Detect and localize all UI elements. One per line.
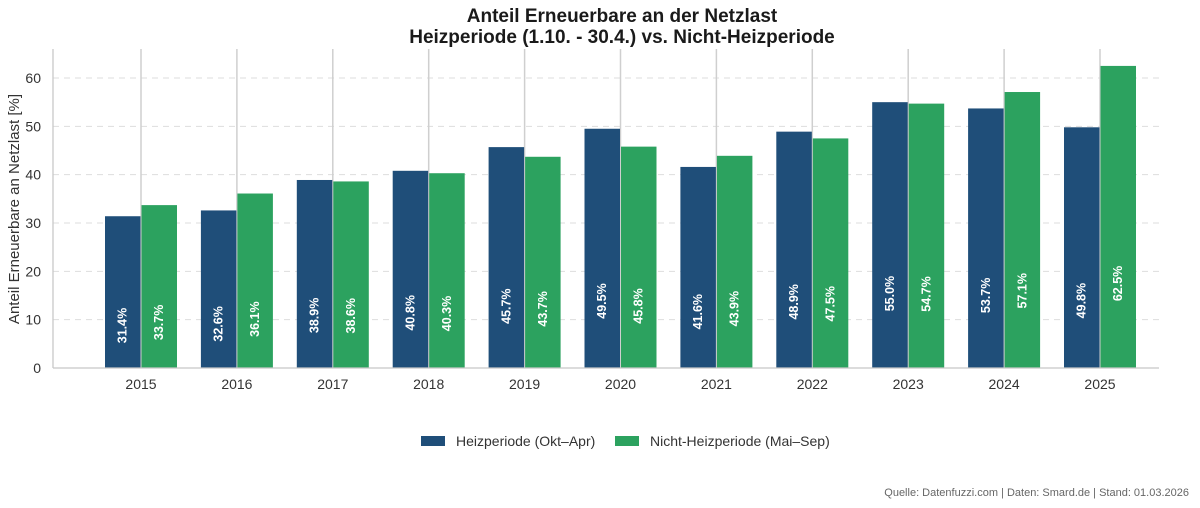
- y-tick-label: 0: [33, 360, 41, 376]
- x-tick-label: 2022: [797, 376, 828, 392]
- source-note: Quelle: Datenfuzzi.com | Daten: Smard.de…: [884, 487, 1189, 499]
- y-tick-label: 50: [25, 118, 41, 134]
- bar-heizperiode-2019: [488, 147, 525, 368]
- y-tick-label: 30: [25, 215, 41, 231]
- bar-value-label: 40.8%: [403, 295, 417, 330]
- bar-value-label: 45.7%: [499, 288, 513, 323]
- bar-value-label: 43.7%: [536, 291, 550, 326]
- bar-nicht-heizperiode-2016: [237, 193, 273, 368]
- x-tick-label: 2018: [413, 376, 444, 392]
- y-tick-label: 60: [25, 70, 41, 86]
- bar-value-label: 38.9%: [308, 298, 322, 333]
- bar-value-label: 54.7%: [919, 276, 933, 311]
- bar-value-label: 43.9%: [728, 291, 742, 326]
- bar-heizperiode-2016: [200, 210, 237, 368]
- bar-value-label: 55.0%: [883, 276, 897, 311]
- chart-title-line1: Anteil Erneuerbare an der Netzlast: [467, 6, 778, 27]
- x-tick-label: 2024: [989, 376, 1020, 392]
- bar-value-label: 41.6%: [691, 294, 705, 329]
- bars: 31.4% 33.7% 32.6% 36.1% 38.9% 38.6% 40.8% 40.3%…: [105, 65, 1136, 369]
- bar-value-label: 32.6%: [212, 306, 226, 341]
- bar-nicht-heizperiode-2019: [525, 156, 561, 368]
- x-tick-label: 2017: [317, 376, 348, 392]
- bar-value-label: 45.8%: [632, 288, 646, 323]
- bar-nicht-heizperiode-2023: [908, 103, 945, 368]
- bar-heizperiode-2022: [776, 131, 812, 368]
- bar-nicht-heizperiode-2018: [429, 173, 465, 368]
- legend-label-heizperiode: Heizperiode (Okt–Apr): [456, 433, 595, 449]
- bar-value-label: 49.5%: [595, 283, 609, 318]
- bar-heizperiode-2017: [296, 179, 333, 368]
- bar-value-label: 49.8%: [1075, 283, 1089, 318]
- bar-nicht-heizperiode-2020: [621, 146, 657, 368]
- legend: Heizperiode (Okt–Apr) Nicht-Heizperiode …: [421, 433, 830, 449]
- bar-nicht-heizperiode-2021: [716, 155, 753, 368]
- bar-value-label: 31.4%: [116, 308, 130, 343]
- bar-value-label: 38.6%: [344, 298, 358, 333]
- x-tick-label: 2025: [1084, 376, 1115, 392]
- bar-heizperiode-2025: [1064, 127, 1100, 368]
- x-tick-label: 2020: [605, 376, 636, 392]
- x-tick-label: 2023: [893, 376, 924, 392]
- bar-value-label: 57.1%: [1015, 273, 1029, 308]
- bar-value-label: 33.7%: [152, 305, 166, 340]
- y-tick-label: 20: [25, 263, 41, 279]
- y-tick-label: 10: [25, 312, 41, 328]
- bar-value-label: 47.5%: [824, 286, 838, 321]
- x-tick-label: 2019: [509, 376, 540, 392]
- bar-value-label: 40.3%: [440, 296, 454, 331]
- bar-heizperiode-2023: [872, 102, 908, 369]
- x-tick-label: 2015: [125, 376, 156, 392]
- bar-nicht-heizperiode-2017: [333, 181, 369, 368]
- y-tick-label: 40: [25, 167, 41, 183]
- legend-label-nicht-heizperiode: Nicht-Heizperiode (Mai–Sep): [650, 433, 830, 449]
- bar-nicht-heizperiode-2024: [1004, 92, 1041, 369]
- bar-value-label: 36.1%: [248, 301, 262, 336]
- bar-value-label: 48.9%: [787, 284, 801, 319]
- bar-nicht-heizperiode-2015: [141, 205, 177, 368]
- y-axis-label: Anteil Erneuerbare an Netzlast [%]: [6, 94, 23, 324]
- bar-nicht-heizperiode-2025: [1100, 65, 1136, 369]
- bar-heizperiode-2024: [968, 108, 1004, 368]
- x-tick-label: 2016: [221, 376, 252, 392]
- axes: 0 10 20 30 40 50 60 2015 2016 2017 2018 2019 2020 202…: [25, 49, 1159, 392]
- bar-heizperiode-2021: [680, 166, 716, 368]
- legend-swatch-heizperiode: [421, 436, 445, 446]
- year-vertical-lines: [140, 49, 1101, 368]
- legend-swatch-nicht-heizperiode: [615, 436, 639, 446]
- bar-heizperiode-2015: [105, 216, 141, 368]
- bar-nicht-heizperiode-2022: [812, 138, 849, 368]
- chart-title-line2: Heizperiode (1.10. - 30.4.) vs. Nicht-He…: [409, 27, 835, 48]
- bar-heizperiode-2020: [584, 128, 620, 368]
- bar-heizperiode-2018: [392, 170, 429, 368]
- x-tick-label: 2021: [701, 376, 732, 392]
- bar-value-label: 53.7%: [979, 278, 993, 313]
- bar-value-label: 62.5%: [1111, 266, 1125, 301]
